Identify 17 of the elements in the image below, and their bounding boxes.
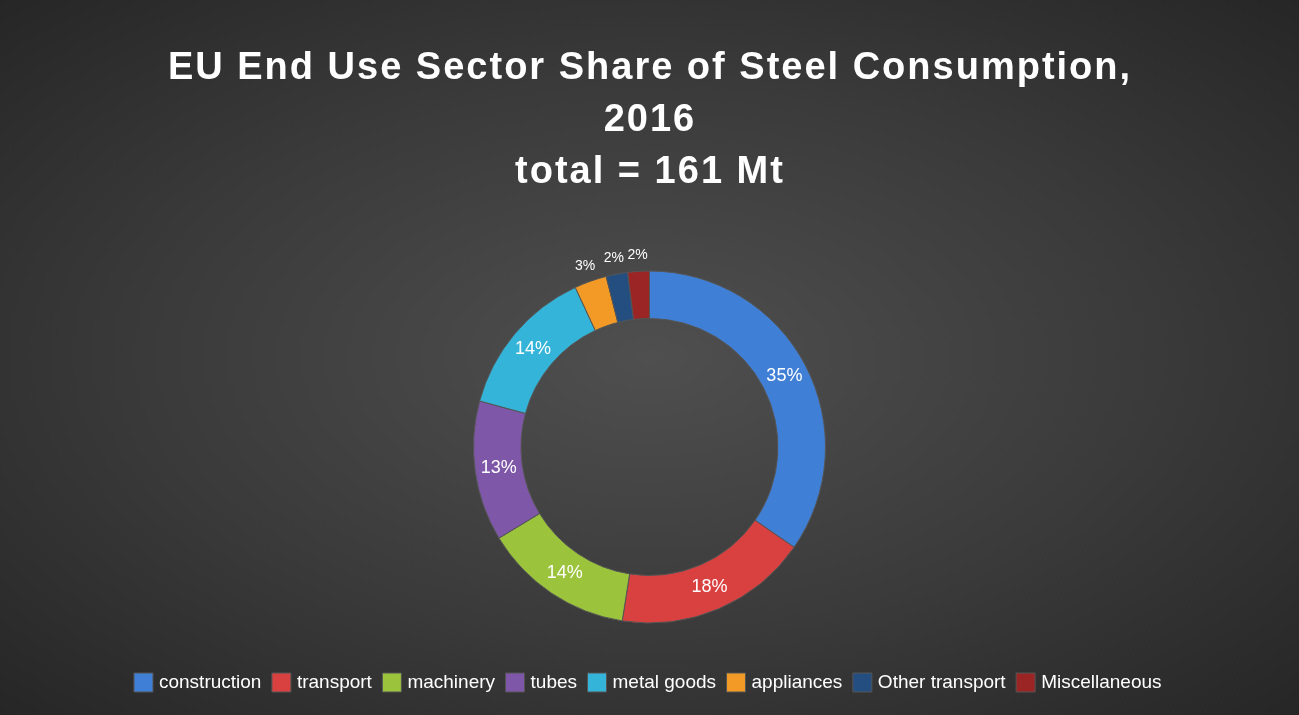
legend-label: metal goods xyxy=(612,670,717,692)
data-label: 2% xyxy=(627,246,648,263)
legend-label: machinery xyxy=(407,670,496,692)
data-label: 35% xyxy=(766,365,803,386)
data-label: 14% xyxy=(515,337,552,358)
legend-label: tubes xyxy=(530,670,578,692)
legend-label: Miscellaneous xyxy=(1041,670,1162,692)
legend-label: Other transport xyxy=(877,670,1007,692)
data-label: 14% xyxy=(546,562,583,583)
chart-subtitle: total = 161 Mt xyxy=(514,148,786,193)
data-label: 3% xyxy=(574,256,596,273)
legend-label: transport xyxy=(296,670,373,692)
data-label: 18% xyxy=(691,575,728,596)
data-label: 2% xyxy=(603,249,624,266)
legend-label: construction xyxy=(158,670,262,692)
data-label: 13% xyxy=(480,457,517,478)
legend-label: appliances xyxy=(751,670,843,692)
